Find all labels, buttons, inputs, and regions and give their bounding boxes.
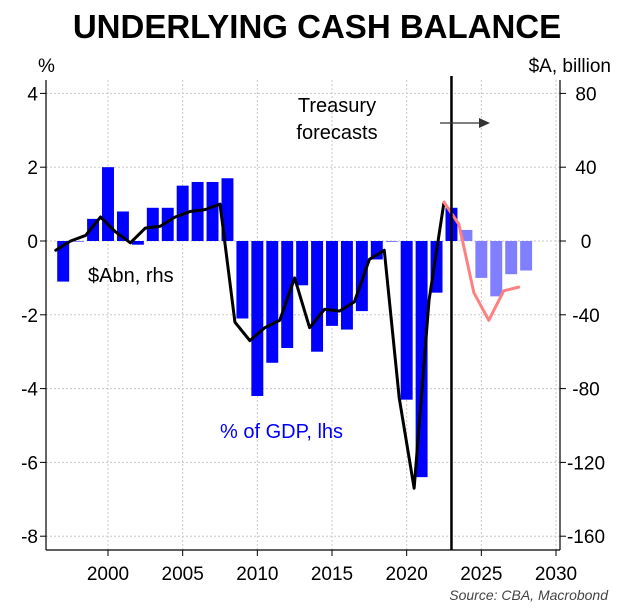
bar-0-2002: [131, 241, 144, 245]
bar-0-2004: [161, 207, 174, 241]
bar-1-2026: [490, 241, 503, 297]
axes: [40, 76, 566, 556]
x-tick-label-2020: 2020: [386, 564, 428, 585]
right-tick-label-40: 40: [575, 158, 596, 179]
bar-0-2022: [430, 241, 443, 293]
bar-0-2018: [370, 241, 383, 260]
right-axis-unit: $A, billion: [529, 56, 611, 77]
bar-series-label: % of GDP, lhs: [220, 421, 343, 443]
left-tick-label--4: -4: [21, 380, 38, 401]
bar-1-2027: [505, 241, 518, 275]
bar-0-1999: [87, 218, 100, 241]
left-tick-label-2: 2: [27, 158, 38, 179]
gridlines: [46, 80, 560, 550]
bar-0-2019: [385, 241, 398, 242]
line-series-label: $Abn, rhs: [88, 265, 174, 287]
x-tick-label-2030: 2030: [535, 564, 577, 585]
right-tick-label--120: -120: [567, 453, 605, 474]
treasury-label-line2: forecasts: [296, 122, 377, 144]
bar-0-2021: [415, 241, 428, 478]
bar-0-2012: [281, 241, 294, 349]
right-tick-label-0: 0: [581, 232, 592, 253]
bar-0-2013: [296, 241, 309, 286]
x-tick-label-2010: 2010: [236, 564, 278, 585]
bar-0-2003: [146, 207, 159, 241]
bar-0-2001: [116, 211, 129, 241]
bar-0-2007: [206, 181, 219, 241]
right-tick-label-80: 80: [575, 84, 596, 105]
right-tick-label--40: -40: [572, 306, 599, 327]
bar-0-2009: [236, 241, 249, 319]
x-tick-label-2025: 2025: [460, 564, 502, 585]
bar-0-1997: [57, 241, 70, 282]
left-tick-label-0: 0: [27, 232, 38, 253]
bar-0-2015: [326, 241, 338, 326]
bar-0-2010: [251, 241, 264, 396]
line-series-1: [442, 200, 521, 322]
bar-0-2000: [102, 167, 114, 241]
line-series: [54, 200, 521, 490]
x-tick-label-2015: 2015: [311, 564, 353, 585]
bar-0-2011: [266, 241, 279, 363]
source-note: Source: CBA, Macrobond: [449, 587, 609, 603]
bar-1-2024: [460, 229, 473, 241]
left-axis-unit: %: [38, 56, 55, 77]
bar-0-2016: [340, 241, 353, 330]
left-tick-label--2: -2: [21, 306, 38, 327]
bar-0-2014: [311, 241, 324, 352]
bar-1-2028: [520, 241, 533, 271]
forecast-arrow: [440, 118, 490, 128]
x-tick-label-2005: 2005: [162, 564, 204, 585]
treasury-label-line1: Treasury: [298, 95, 376, 117]
line-series-0: [54, 200, 446, 490]
bar-0-1998: [72, 241, 85, 242]
left-tick-label--6: -6: [21, 453, 38, 474]
x-tick-label-2000: 2000: [87, 564, 129, 585]
right-tick-label--80: -80: [572, 380, 599, 401]
left-tick-label-4: 4: [27, 84, 38, 105]
tick-labels: -8 -6 -4 -2 0 2 4 -160 -120 -80 -40 0 40 80 2000 2005 20…: [21, 84, 605, 585]
bar-1-2025: [475, 241, 488, 278]
bar-0-2008: [221, 178, 234, 241]
right-tick-label--160: -160: [567, 527, 605, 548]
bar-0-2020: [400, 241, 413, 400]
chart-title: UNDERLYING CASH BALANCE: [73, 8, 561, 45]
bar-0-2017: [355, 241, 368, 312]
left-tick-label--8: -8: [21, 527, 38, 548]
